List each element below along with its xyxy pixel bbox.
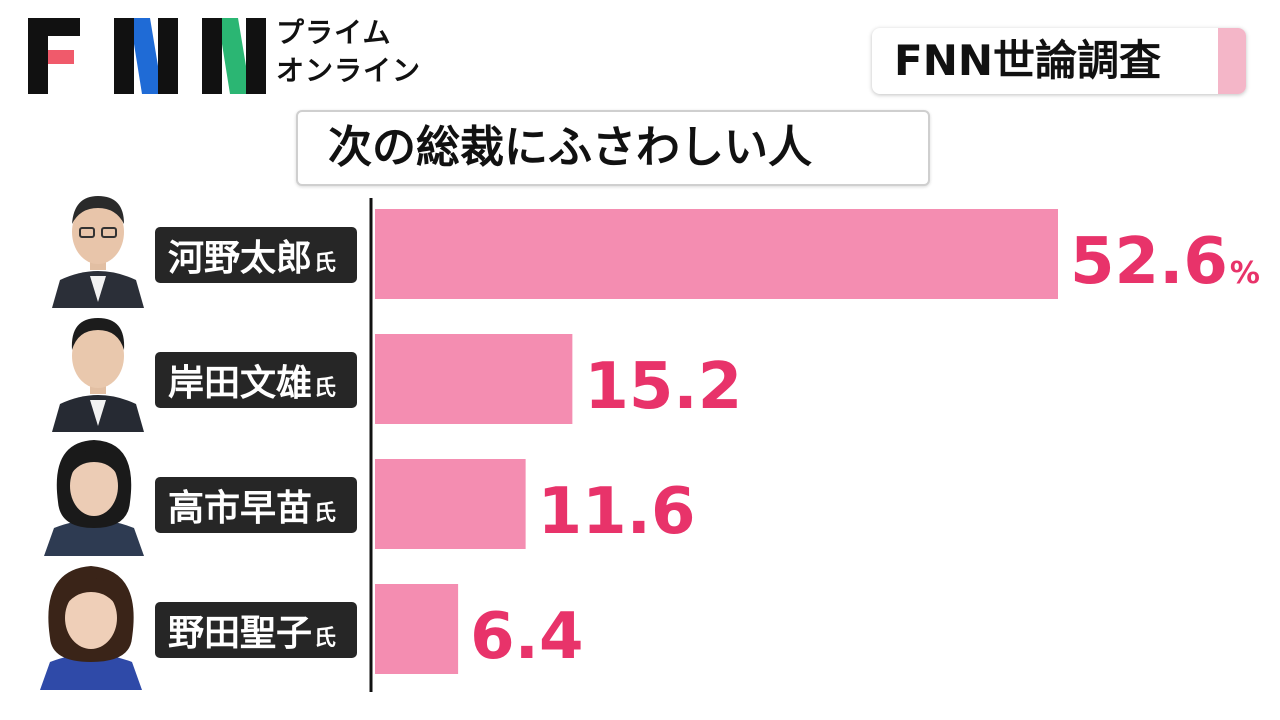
logo-subtitle-line1: プライム: [276, 16, 392, 49]
category-label-text: 岸田文雄氏: [168, 363, 336, 404]
category-label-text: 河野太郎氏: [168, 238, 336, 279]
value-number: 11.6: [538, 475, 696, 549]
bar-2: [375, 334, 573, 424]
category-honorific: 氏: [314, 376, 336, 401]
value-label-4: 6.4: [470, 600, 583, 674]
category-name: 岸田文雄: [168, 363, 312, 404]
portrait-2: [52, 318, 144, 432]
survey-badge: FNN世論調査: [872, 28, 1246, 94]
category-label-bg: [155, 227, 357, 283]
bar-1: [375, 209, 1058, 299]
portrait-4: [40, 566, 142, 690]
fnn-logo: [28, 14, 408, 96]
category-label-4: 野田聖子氏: [155, 602, 357, 658]
logo-subtitle-line2: オンライン: [276, 54, 422, 87]
category-label-3: 高市早苗氏: [155, 477, 357, 533]
category-name: 高市早苗: [168, 488, 312, 529]
category-label-text: 野田聖子氏: [168, 613, 336, 654]
category-name: 野田聖子: [168, 613, 312, 654]
value-number: 15.2: [584, 350, 742, 424]
category-name: 河野太郎: [168, 238, 312, 279]
portrait-3: [44, 440, 144, 556]
bar-4: [375, 584, 459, 674]
survey-badge-accent: [1218, 28, 1246, 94]
value-unit: %: [1230, 256, 1260, 291]
category-honorific: 氏: [314, 251, 336, 276]
value-number: 52.6: [1070, 225, 1228, 299]
category-honorific: 氏: [314, 501, 336, 526]
survey-badge-label: FNN世論調査: [894, 36, 1161, 85]
category-label-bg: [155, 477, 357, 533]
category-label-2: 岸田文雄氏: [155, 352, 357, 408]
bar-3: [375, 459, 526, 549]
portrait-1: [52, 196, 144, 308]
category-label-bg: [155, 352, 357, 408]
category-label-1: 河野太郎氏: [155, 227, 357, 283]
chart-title-box: 次の総裁にふさわしい人: [296, 110, 930, 186]
logo-subtitle: プライム オンライン: [276, 14, 421, 90]
category-honorific: 氏: [314, 626, 336, 651]
value-label-3: 11.6: [538, 475, 696, 549]
fnn-logo-mark: [28, 18, 266, 94]
chart-title: 次の総裁にふさわしい人: [328, 122, 812, 173]
value-number: 6.4: [470, 600, 583, 674]
category-label-text: 高市早苗氏: [168, 488, 336, 529]
category-label-bg: [155, 602, 357, 658]
value-label-2: 15.2: [584, 350, 742, 424]
value-label-1: 52.6%: [1070, 225, 1260, 299]
